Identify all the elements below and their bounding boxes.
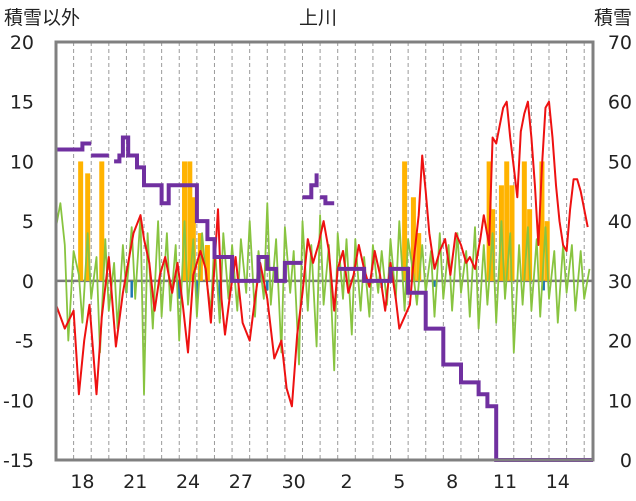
precipitation-bar: [187, 161, 193, 281]
x-tick-label: 14: [546, 471, 570, 493]
left-axis-label: 積雪以外: [4, 7, 80, 29]
precipitation-bar: [99, 161, 105, 281]
sunshine-bar: [433, 280, 436, 287]
sunshine-bar: [130, 280, 133, 298]
x-tick-label: 18: [70, 471, 94, 493]
snow-depth-line: [56, 141, 92, 152]
y-right-tick-label: 50: [608, 151, 632, 173]
y-left-tick-label: 0: [22, 271, 34, 293]
y-right-tick-label: 0: [620, 450, 632, 472]
precipitation-bar: [204, 245, 210, 281]
y-right-tick-label: 10: [608, 390, 632, 412]
y-right-tick-label: 40: [608, 211, 632, 233]
sunshine-bar: [177, 280, 181, 299]
snow-depth-line: [302, 173, 319, 200]
x-tick-label: 30: [282, 471, 306, 493]
precipitation-bar: [527, 209, 533, 281]
y-left-tick-label: -15: [3, 450, 34, 472]
y-left-tick-label: 20: [10, 32, 34, 54]
x-tick-label: 5: [393, 471, 405, 493]
precipitation-bar: [504, 161, 510, 281]
y-right-tick-label: 60: [608, 92, 632, 114]
sunshine-bar: [195, 280, 199, 305]
sunshine-bar: [542, 280, 545, 291]
line-layer: [55, 100, 593, 462]
right-axis-label: 積雪: [594, 7, 632, 29]
precipitation-bar: [416, 233, 422, 281]
x-tick-label: 2: [340, 471, 352, 493]
snow-depth-line: [320, 195, 335, 206]
y-left-tick-label: 5: [22, 211, 34, 233]
precipitation-bar: [539, 161, 545, 281]
x-tick-label: 27: [229, 471, 253, 493]
x-tick-label: 11: [493, 471, 517, 493]
y-right-tick-label: 30: [608, 271, 632, 293]
precipitation-bar: [509, 185, 515, 281]
precipitation-bar: [521, 161, 527, 281]
x-tick-label: 21: [123, 471, 147, 493]
y-left-tick-label: -10: [3, 390, 34, 412]
snow-depth-line: [337, 266, 593, 462]
x-tick-label: 24: [176, 471, 200, 493]
y-left-tick-label: 15: [10, 92, 34, 114]
chart-title: 上川: [299, 7, 337, 29]
precipitation-bar: [410, 197, 416, 281]
wind-line: [55, 202, 591, 396]
y-left-tick-label: 10: [10, 151, 34, 173]
precipitation-bar: [78, 161, 84, 281]
precipitation-bar: [85, 173, 91, 281]
precipitation-bar: [402, 161, 408, 281]
y-left-tick-label: -5: [15, 331, 34, 353]
y-right-tick-label: 70: [608, 32, 632, 54]
snow-depth-line: [114, 135, 303, 283]
y-right-tick-label: 20: [608, 331, 632, 353]
sunshine-bar: [266, 280, 269, 291]
plot-frame: [54, 40, 595, 462]
x-tick-label: 8: [446, 471, 458, 493]
